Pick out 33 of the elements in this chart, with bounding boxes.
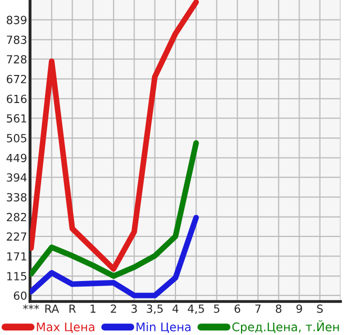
y-tick-label: 672 <box>6 74 26 84</box>
y-tick-label: 227 <box>6 232 26 241</box>
y-tick-label: 783 <box>6 36 26 44</box>
y-tick-label: 728 <box>6 55 26 64</box>
x-tick-label: 7 <box>255 304 261 313</box>
y-tick-label: 171 <box>7 252 26 260</box>
x-tick-label: 4,5 <box>188 304 204 314</box>
y-tick-label: 505 <box>6 134 26 142</box>
legend-label: Min Цена <box>136 322 190 334</box>
x-tick-label: 1 <box>90 304 96 313</box>
y-tick-label: 616 <box>6 94 27 104</box>
x-tick-label: *** <box>23 304 40 310</box>
x-tick-label: 6 <box>234 304 240 313</box>
y-tick-label: 839 <box>6 16 26 24</box>
x-tick-label: 3,5 <box>146 304 163 314</box>
legend-label: Max Цена <box>36 322 94 334</box>
x-tick-label: 8 <box>276 304 282 313</box>
y-tick-label: 282 <box>6 212 26 222</box>
x-tick-label: RA <box>45 304 60 313</box>
y-tick-label: 60 <box>14 291 26 300</box>
y-tick-label: 115 <box>7 272 26 280</box>
x-tick-label: 4 <box>172 304 178 313</box>
x-tick-label: R <box>70 304 76 313</box>
y-tick-label: 561 <box>6 114 26 123</box>
legend-label: Сред.Цена, т.Йен <box>232 320 339 334</box>
x-tick-label: 5 <box>214 304 220 313</box>
x-tick-label: 2 <box>110 304 116 313</box>
y-tick-label: 449 <box>6 154 26 162</box>
x-tick-label: S <box>317 304 323 313</box>
x-tick-label: 3 <box>132 304 137 313</box>
y-tick-label: 338 <box>6 193 26 202</box>
x-tick-label: 9 <box>296 304 302 313</box>
y-tick-label: 394 <box>6 173 27 182</box>
